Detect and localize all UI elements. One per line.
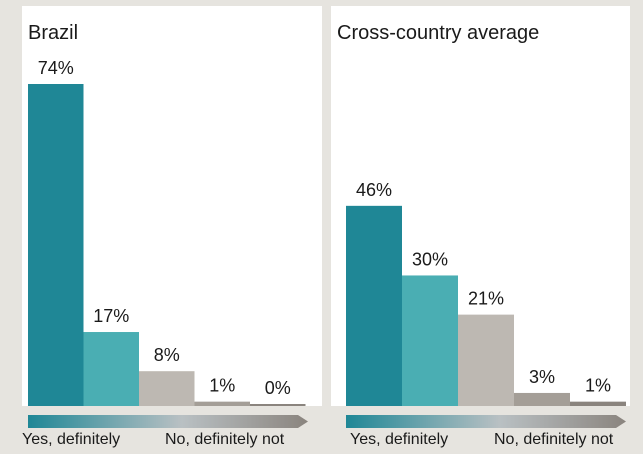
brazil-bar-5	[250, 404, 306, 406]
cross-country-bar-label-1: 46%	[356, 180, 392, 200]
brazil-bar-1	[28, 84, 84, 406]
brazil-response-scale-arrow	[28, 415, 308, 428]
cross-country-bar-chart: 46% 30% 21% 3% 1%	[346, 180, 626, 406]
cross-country-bar-5	[570, 401, 626, 406]
cross-country-panel: Cross-country average 46% 30% 21% 3% 1%	[331, 6, 630, 406]
brazil-scale-label-no: No, definitely not	[165, 431, 285, 448]
brazil-bar-label-1: 74%	[38, 58, 74, 78]
cross-country-bar-label-2: 30%	[412, 249, 448, 269]
brazil-bar-2	[83, 332, 139, 406]
brazil-panel: Brazil 74% 17% 8% 1% 0%	[22, 6, 322, 406]
cross-country-panel-title: Cross-country average	[337, 22, 540, 44]
cross-country-response-scale-arrow	[346, 415, 626, 428]
brazil-bar-label-2: 17%	[93, 306, 129, 326]
brazil-panel-title: Brazil	[28, 22, 79, 44]
cross-country-bar-label-3: 21%	[468, 289, 504, 309]
cross-country-bar-label-4: 3%	[529, 367, 555, 387]
cross-country-bar-4	[514, 392, 570, 406]
brazil-bar-3	[139, 371, 195, 406]
brazil-bar-label-5: 0%	[265, 378, 291, 398]
cross-country-scale-label-no: No, definitely not	[494, 431, 614, 448]
brazil-bar-label-4: 1%	[209, 376, 235, 396]
brazil-scale-label-yes: Yes, definitely	[22, 431, 121, 448]
cross-country-scale-label-yes: Yes, definitely	[350, 431, 449, 448]
brazil-bar-4	[194, 401, 250, 406]
cross-country-bar-1	[346, 205, 402, 406]
brazil-bar-chart: 74% 17% 8% 1% 0%	[28, 58, 306, 406]
cross-country-bar-3	[458, 314, 514, 406]
cross-country-bar-2	[402, 275, 458, 406]
cross-country-bar-label-5: 1%	[585, 376, 611, 396]
brazil-bar-label-3: 8%	[154, 345, 180, 365]
